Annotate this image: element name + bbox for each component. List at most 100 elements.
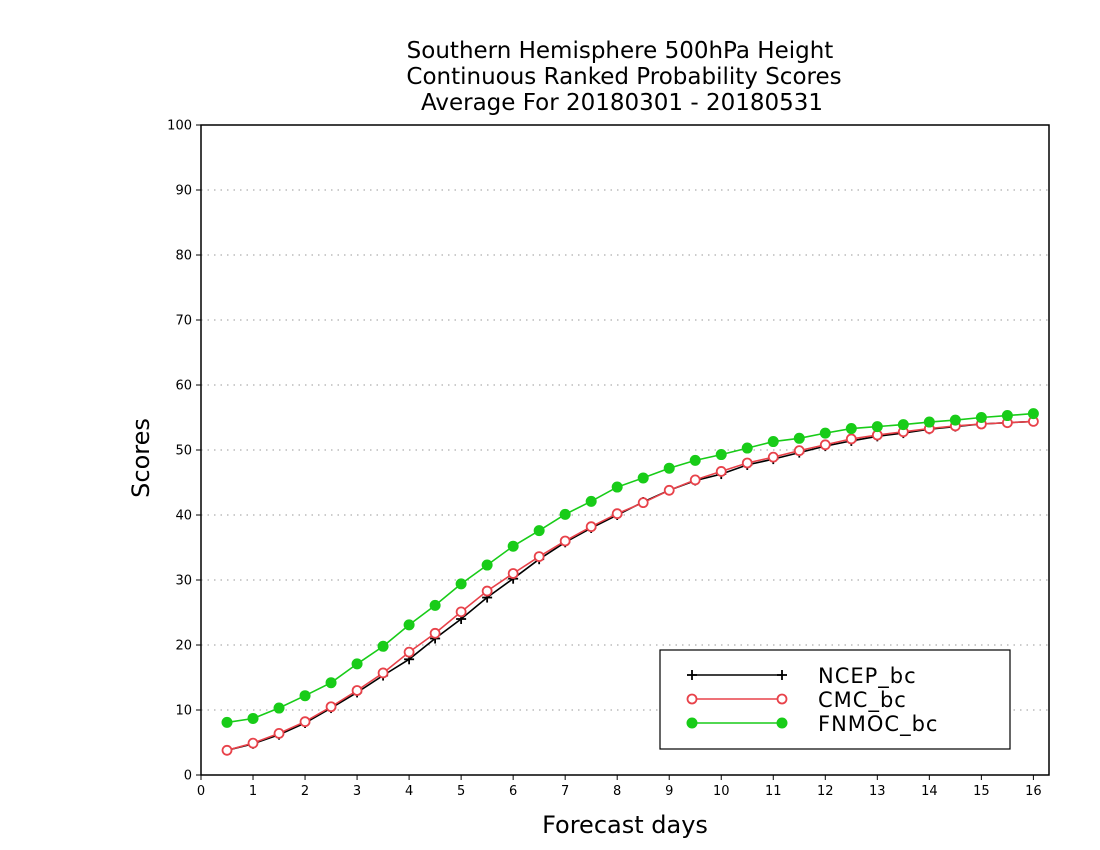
data-point-fnmoc-bc bbox=[481, 559, 493, 571]
data-point-cmc-bc bbox=[429, 627, 441, 639]
data-point-fnmoc-bc bbox=[793, 432, 805, 444]
data-point-cmc-bc bbox=[299, 716, 311, 728]
data-point-cmc-bc bbox=[351, 685, 363, 696]
legend-marker bbox=[686, 717, 698, 729]
data-point-cmc-bc bbox=[221, 744, 233, 756]
gridlines bbox=[201, 189, 1049, 711]
x-tick-label: 14 bbox=[921, 784, 938, 799]
data-point-fnmoc-bc bbox=[897, 419, 909, 431]
chart-title-line-2: Continuous Ranked Probability Scores bbox=[406, 64, 841, 90]
x-tick-label: 9 bbox=[665, 784, 673, 799]
data-point-cmc-bc bbox=[403, 646, 415, 658]
data-point-fnmoc-bc bbox=[377, 640, 389, 652]
data-point-fnmoc-bc bbox=[429, 599, 441, 611]
legend-marker bbox=[776, 693, 788, 705]
data-point-fnmoc-bc bbox=[1027, 408, 1039, 420]
legend-item-fnmoc-bc: FNMOC_bc bbox=[686, 712, 937, 737]
data-point-fnmoc-bc bbox=[819, 427, 831, 439]
data-point-cmc-bc bbox=[533, 551, 545, 562]
data-point-fnmoc-bc bbox=[715, 449, 727, 461]
legend-marker bbox=[776, 717, 788, 729]
data-point-fnmoc-bc bbox=[845, 423, 857, 435]
x-axis-label: Forecast days bbox=[542, 811, 708, 839]
y-tick-label: 20 bbox=[175, 639, 192, 654]
y-tick-label: 60 bbox=[175, 379, 192, 394]
data-point-cmc-bc bbox=[819, 439, 831, 451]
data-point-cmc-bc bbox=[377, 667, 389, 679]
data-point-fnmoc-bc bbox=[559, 508, 571, 520]
data-point-fnmoc-bc bbox=[871, 421, 883, 433]
data-point-cmc-bc bbox=[247, 737, 259, 749]
legend-label: NCEP_bc bbox=[818, 664, 917, 689]
y-tick-label: 70 bbox=[175, 314, 192, 329]
data-point-cmc-bc bbox=[793, 445, 805, 457]
legend-marker bbox=[777, 670, 787, 680]
data-point-fnmoc-bc bbox=[741, 442, 753, 454]
y-tick-label: 30 bbox=[175, 574, 192, 589]
x-tick-label: 3 bbox=[353, 784, 361, 799]
x-tick-label: 7 bbox=[561, 784, 569, 799]
data-series bbox=[221, 408, 1039, 756]
chart-title-line-1: Southern Hemisphere 500hPa Height bbox=[407, 38, 834, 64]
y-tick-label: 0 bbox=[184, 769, 192, 784]
data-point-fnmoc-bc bbox=[533, 525, 545, 537]
data-point-fnmoc-bc bbox=[975, 412, 987, 423]
x-tick-label: 10 bbox=[713, 784, 730, 799]
x-tick-label: 0 bbox=[197, 784, 205, 799]
legend-label: CMC_bc bbox=[818, 688, 907, 713]
x-axis: 0 1 2 3 4 5 6 7 8 9 10 11 12 13 14 15 16 bbox=[197, 775, 1042, 799]
x-tick-label: 8 bbox=[613, 784, 621, 799]
data-point-fnmoc-bc bbox=[403, 619, 415, 631]
y-tick-label: 100 bbox=[167, 119, 192, 134]
data-point-cmc-bc bbox=[455, 606, 467, 618]
data-point-fnmoc-bc bbox=[585, 495, 597, 507]
data-point-cmc-bc bbox=[325, 701, 337, 713]
data-point-cmc-bc bbox=[585, 521, 597, 533]
data-point-fnmoc-bc bbox=[767, 436, 779, 448]
y-tick-label: 40 bbox=[175, 509, 192, 524]
data-point-cmc-bc bbox=[273, 728, 285, 739]
data-point-cmc-bc bbox=[741, 457, 753, 469]
data-point-cmc-bc bbox=[663, 484, 675, 496]
chart-title: Southern Hemisphere 500hPa Height Contin… bbox=[406, 38, 841, 116]
series-cmc-bc bbox=[221, 415, 1039, 756]
data-point-fnmoc-bc bbox=[663, 462, 675, 474]
x-tick-label: 15 bbox=[973, 784, 990, 799]
x-tick-label: 12 bbox=[817, 784, 834, 799]
data-point-cmc-bc bbox=[845, 433, 857, 445]
data-point-fnmoc-bc bbox=[611, 481, 623, 493]
data-point-cmc-bc bbox=[715, 466, 727, 477]
y-tick-label: 80 bbox=[175, 249, 192, 264]
data-point-cmc-bc bbox=[481, 585, 493, 597]
y-tick-label: 90 bbox=[175, 184, 192, 199]
y-axis: 0 10 20 30 40 50 60 70 80 90 100 bbox=[167, 119, 201, 784]
legend-item-cmc-bc: CMC_bc bbox=[686, 688, 907, 713]
data-point-fnmoc-bc bbox=[455, 578, 467, 590]
data-point-fnmoc-bc bbox=[507, 540, 519, 552]
data-point-fnmoc-bc bbox=[247, 712, 259, 724]
x-tick-label: 4 bbox=[405, 784, 413, 799]
data-point-fnmoc-bc bbox=[221, 716, 233, 728]
x-tick-label: 2 bbox=[301, 784, 309, 799]
legend-marker bbox=[687, 670, 697, 680]
data-point-cmc-bc bbox=[689, 474, 701, 486]
x-tick-label: 13 bbox=[869, 784, 886, 799]
data-point-fnmoc-bc bbox=[923, 416, 935, 428]
y-axis-label: Scores bbox=[127, 418, 155, 498]
data-point-fnmoc-bc bbox=[351, 658, 363, 670]
data-point-fnmoc-bc bbox=[1001, 410, 1013, 422]
x-tick-label: 1 bbox=[249, 784, 257, 799]
chart-title-line-3: Average For 20180301 - 20180531 bbox=[421, 90, 823, 116]
x-tick-label: 6 bbox=[509, 784, 517, 799]
y-tick-label: 10 bbox=[175, 704, 192, 719]
legend-marker bbox=[686, 693, 698, 705]
data-point-fnmoc-bc bbox=[689, 454, 701, 466]
data-point-fnmoc-bc bbox=[273, 702, 285, 714]
data-point-cmc-bc bbox=[559, 535, 571, 547]
series-fnmoc-bc bbox=[221, 408, 1039, 728]
data-point-cmc-bc bbox=[611, 508, 623, 520]
data-point-cmc-bc bbox=[767, 451, 779, 463]
data-point-fnmoc-bc bbox=[299, 690, 311, 702]
